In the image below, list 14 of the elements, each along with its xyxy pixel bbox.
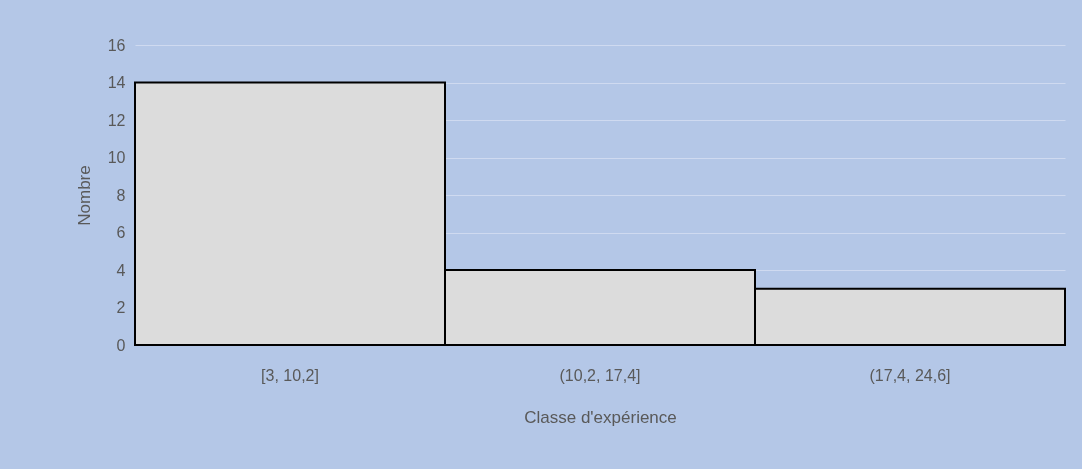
y-tick-label: 8 [116,186,126,204]
y-tick-label: 16 [107,36,126,54]
y-tick-label: 12 [107,111,126,129]
x-axis-title: Classe d'expérience [524,407,677,427]
y-axis-title: Nombre [74,165,94,226]
y-tick-label: 10 [107,149,126,166]
y-tick-label: 4 [116,261,126,279]
y-tick-label: 0 [116,336,126,354]
y-tick-label: 14 [107,74,126,91]
x-tick-label: (17,4, 24,6] [869,366,951,384]
x-tick-label: (10,2, 17,4] [559,366,641,384]
y-tick-label: 6 [116,224,126,241]
y-tick-label: 2 [116,299,126,316]
x-tick-label: [3, 10,2] [261,366,319,384]
